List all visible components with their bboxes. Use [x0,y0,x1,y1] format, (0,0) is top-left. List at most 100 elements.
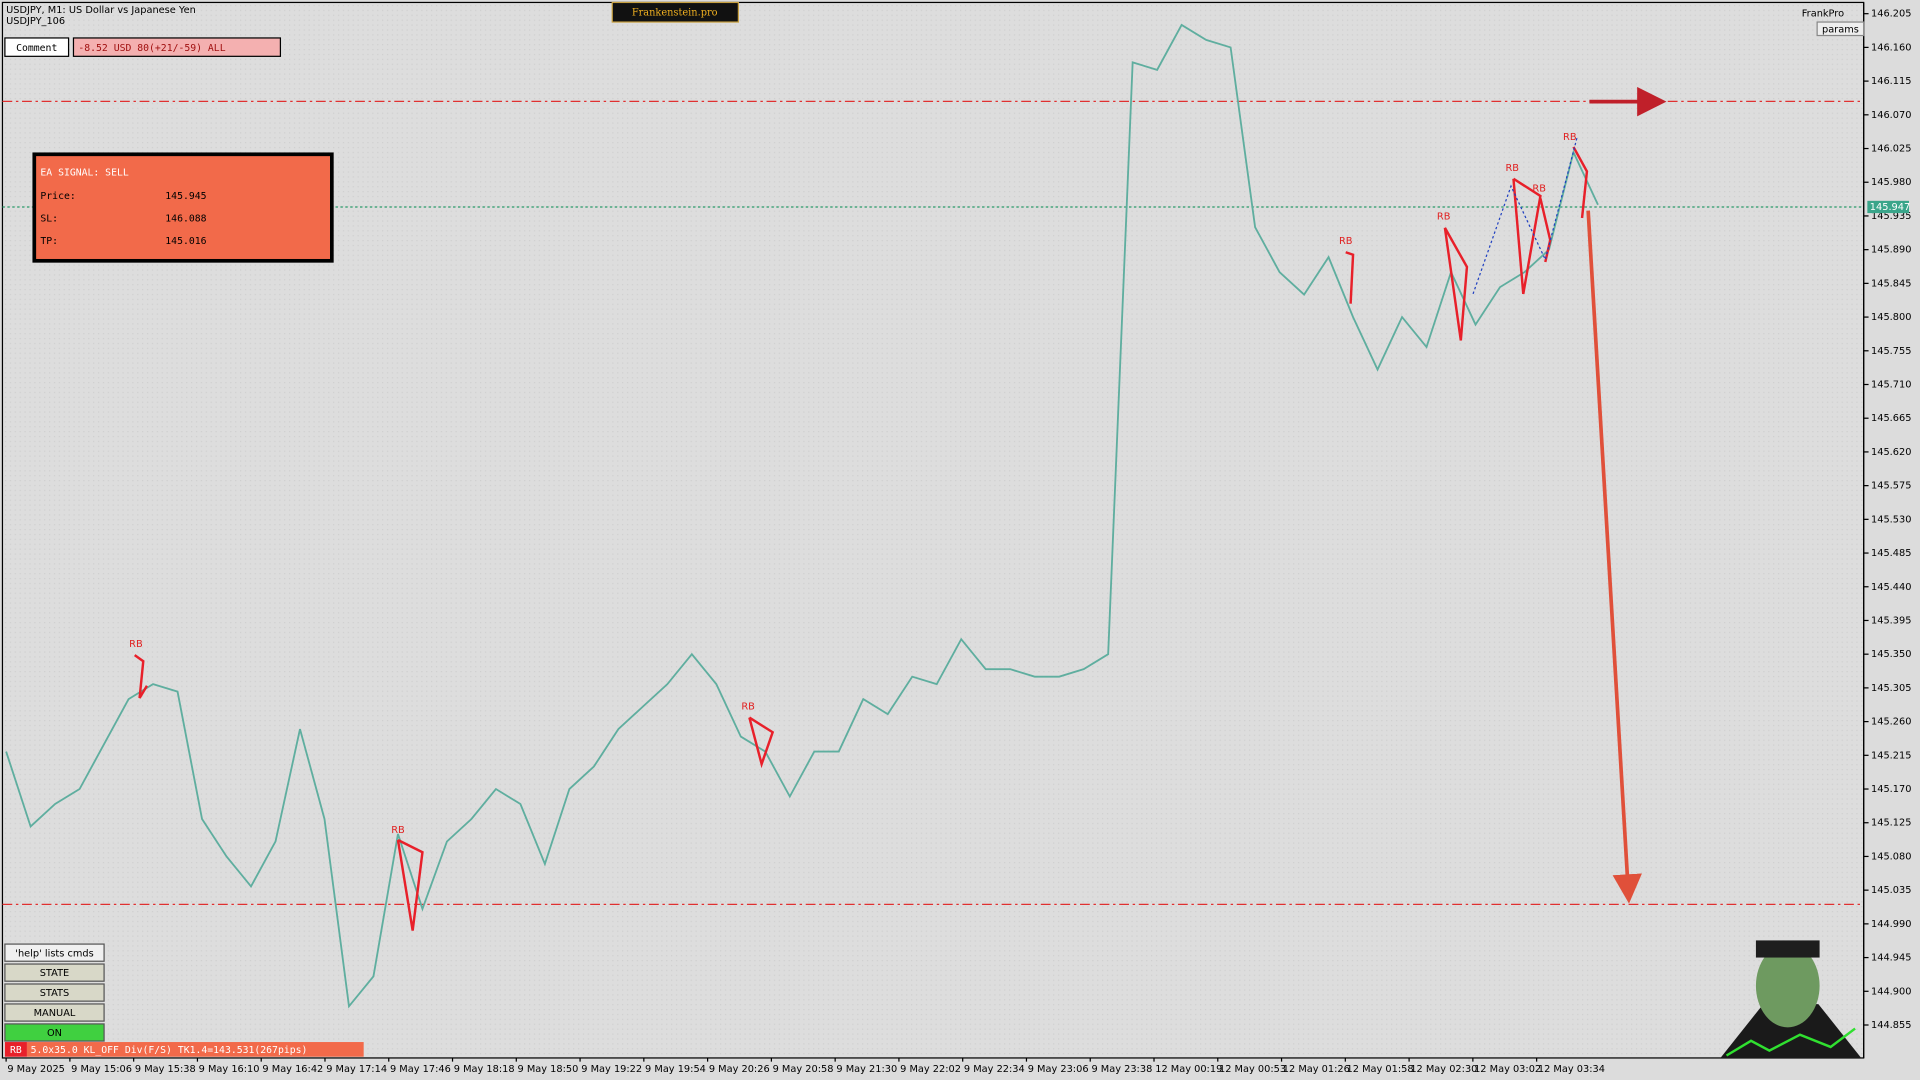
x-tick-label: 9 May 15:06 [71,1064,132,1075]
y-tick-label: 146.160 [1871,42,1911,53]
price-label-box [1867,200,1909,214]
x-tick-label: 9 May 16:10 [199,1064,260,1075]
annotation: RB [741,702,755,713]
x-tick-label: 9 May 19:54 [645,1064,706,1075]
y-tick-label: 144.900 [1871,986,1911,997]
y-tick-label: 145.710 [1871,380,1911,391]
button-label[interactable]: STATE [40,968,70,979]
price-series [5,23,1599,1009]
signal-title: EA SIGNAL: SELL [40,168,128,179]
y-tick-label: 145.305 [1871,683,1911,694]
y-tick-label: 146.115 [1871,76,1911,87]
price-label: 145.947 [1870,202,1910,213]
x-tick-label: 9 May 22:02 [900,1064,961,1075]
y-tick-label: 145.575 [1871,481,1911,492]
x-tick-label: 12 May 03:02 [1474,1064,1541,1075]
zigzag [748,716,775,769]
pattern-shapes [133,146,1589,931]
symbol: USDJPY, M1: US Dollar vs Japanese Yen [6,5,196,16]
annotation: RB [1437,212,1451,223]
zigzag [1572,146,1589,219]
button[interactable] [4,983,105,1002]
y-tick-label: 145.170 [1871,784,1911,795]
button-label[interactable]: MANUAL [34,1008,76,1019]
zigzag [133,654,148,699]
y-tick-label: 146.025 [1871,144,1911,155]
x-tick-label: 9 May 20:26 [709,1064,770,1075]
account: USDJPY_106 [6,16,65,27]
button-label[interactable]: ON [47,1028,62,1039]
params-label[interactable]: params [1822,24,1859,35]
status-text: 5.0x35.0 KL_OFF Div(F/S) TK1.4=143.531(2… [31,1045,308,1056]
status-tag: RB [10,1045,22,1056]
y-tick-label: 145.485 [1871,548,1911,559]
buttons: 'help' lists cmds STATE STATS MANUAL ON [4,943,105,1042]
annotation: RB [1563,132,1577,143]
x-tick-label: 9 May 18:50 [518,1064,579,1075]
status-box [26,1042,364,1057]
x-tick-label: 12 May 01:26 [1283,1064,1350,1075]
y-tick-label: 145.080 [1871,851,1911,862]
annotation: RB [391,825,405,836]
params-button[interactable] [1816,21,1865,37]
comment-label-box [4,37,70,57]
target-arrow [1586,210,1642,904]
button[interactable] [4,963,105,982]
x-tick-label: 9 May 19:22 [581,1064,642,1075]
zigzag [1512,177,1542,295]
y-tick-label: 144.855 [1871,1020,1911,1031]
x-tick-label: 12 May 02:30 [1410,1064,1477,1075]
y-tick-label: 145.260 [1871,717,1911,728]
y-tick-label: 146.070 [1871,110,1911,121]
y-tick-label: 145.800 [1871,312,1911,323]
signal-row-value: 146.088 [165,214,206,225]
y-tick-label: 145.215 [1871,750,1911,761]
signal-box [32,152,334,263]
signal-rows: Price: 145.945 SL: 146.088 TP: 145.016 [40,191,206,247]
y-tick-label: 145.755 [1871,346,1911,357]
x-tick-label: 12 May 03:34 [1538,1064,1605,1075]
y-tick-label: 145.890 [1871,245,1911,256]
button[interactable] [4,1023,105,1042]
zigzag [1345,251,1355,304]
comment-value-box [72,37,282,57]
y-tick-label: 145.350 [1871,649,1911,660]
comment-label: Comment [16,43,57,54]
mascot-line [1725,1027,1856,1057]
y-tick-label: 145.620 [1871,447,1911,458]
mascot [1720,940,1862,1058]
y-tick-label: 145.440 [1871,582,1911,593]
button[interactable] [4,1003,105,1022]
x-tick-label: 9 May 23:06 [1028,1064,1089,1075]
user: FrankPro [1802,8,1844,19]
x-tick-label: 9 May 15:38 [135,1064,196,1075]
signal-row-label: SL: [40,214,58,225]
signal-row-value: 145.016 [165,236,206,247]
button-label[interactable]: STATS [40,988,70,999]
signal-row-value: 145.945 [165,191,206,202]
status-tag-box [4,1042,27,1057]
y-tick-label: 146.205 [1871,9,1911,20]
annotation: RB [129,639,143,650]
y-tick-label: 145.530 [1871,514,1911,525]
x-tick-label: 9 May 20:58 [773,1064,834,1075]
zigzag [396,838,424,931]
zigzag [1443,227,1469,341]
y-tick-label: 145.665 [1871,413,1911,424]
y-tick-label: 144.990 [1871,919,1911,930]
brand: Frankenstein.pro [632,7,718,18]
x-tick-label: 9 May 2025 [7,1064,65,1075]
x-tick-label: 9 May 22:34 [964,1064,1025,1075]
y-tick-label: 145.125 [1871,818,1911,829]
annotation: RB [1532,184,1546,195]
y-tick-label: 145.395 [1871,615,1911,626]
button-label[interactable]: 'help' lists cmds [15,948,93,959]
y-tick-label: 145.935 [1871,211,1911,222]
x-tick-label: 9 May 18:18 [454,1064,515,1075]
x-tick-label: 9 May 16:42 [262,1064,323,1075]
signal-row-label: Price: [40,191,75,202]
button[interactable] [4,943,105,962]
x-tick-label: 9 May 17:46 [390,1064,451,1075]
